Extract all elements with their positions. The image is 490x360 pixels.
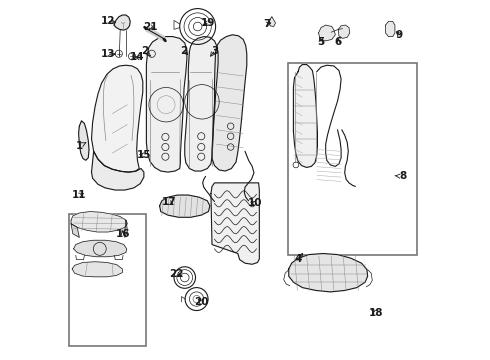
Text: 5: 5 [318,37,325,47]
Polygon shape [386,22,395,37]
Polygon shape [160,195,210,217]
Text: 20: 20 [194,297,209,307]
Text: 10: 10 [248,198,262,208]
Bar [69,214,146,346]
Text: 2: 2 [141,46,151,56]
Polygon shape [318,25,335,41]
Polygon shape [212,35,247,171]
Text: 12: 12 [101,17,115,27]
Bar [288,63,417,255]
Text: 15: 15 [137,150,151,160]
Polygon shape [289,253,368,292]
Text: 14: 14 [130,52,145,62]
Polygon shape [185,37,218,171]
Text: 3: 3 [211,46,218,56]
Polygon shape [92,151,144,190]
Text: 7: 7 [264,19,271,29]
Text: 2: 2 [180,46,188,56]
Polygon shape [92,65,143,172]
Text: 13: 13 [101,49,115,59]
Text: 6: 6 [335,37,342,47]
Polygon shape [147,37,187,172]
Text: 17: 17 [162,197,176,207]
Polygon shape [294,64,318,167]
Text: 1: 1 [75,141,86,151]
Polygon shape [125,220,127,237]
Text: 19: 19 [201,18,216,28]
Text: 11: 11 [72,190,87,200]
Text: 8: 8 [395,171,406,181]
Polygon shape [71,224,79,237]
Polygon shape [338,25,350,39]
Polygon shape [269,17,275,27]
Text: 9: 9 [395,30,403,40]
Text: 21: 21 [143,22,157,32]
Text: 18: 18 [368,308,383,318]
Polygon shape [71,212,127,232]
Polygon shape [211,183,259,264]
Polygon shape [74,240,126,257]
Polygon shape [78,121,89,160]
Polygon shape [114,15,130,30]
Polygon shape [72,262,122,277]
Text: 16: 16 [116,229,130,239]
Text: 4: 4 [294,253,303,264]
Text: 22: 22 [170,269,184,279]
